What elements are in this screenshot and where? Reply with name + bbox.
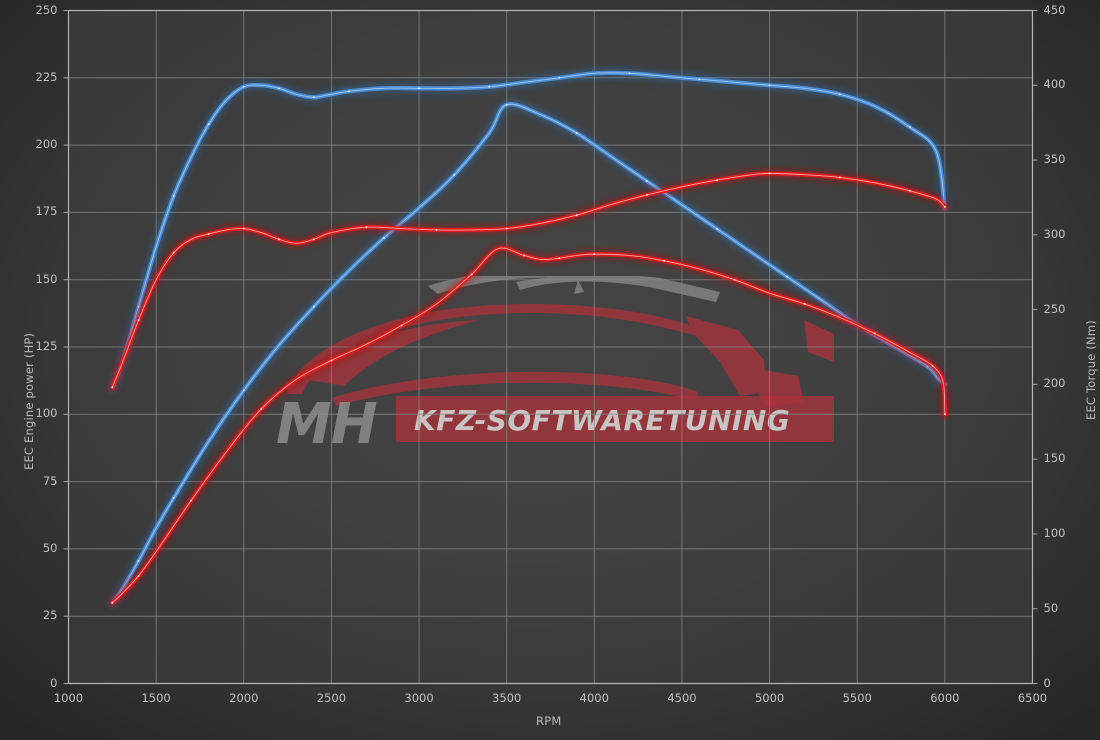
x-tick-label: 6500 [1017, 691, 1048, 705]
y-tick-label: 50 [42, 540, 58, 555]
y-tick-label: 75 [42, 473, 58, 488]
x-tick-label: 5500 [842, 691, 872, 705]
y-tick-label: 225 [35, 69, 58, 84]
y-tick-label: 25 [42, 608, 58, 623]
y-tick-label: 125 [35, 339, 58, 353]
axis-ticks [63, 10, 1038, 684]
y-tick-label: 250 [35, 2, 58, 17]
grid-lines [68, 10, 1033, 684]
x-tick-label: 3500 [492, 691, 522, 705]
y2-tick-label: 300 [1043, 226, 1066, 241]
series-power [108, 169, 950, 392]
y-axis-label: EEC Engine power (HP) [22, 332, 36, 470]
x-tick-label: 1500 [141, 691, 171, 705]
series-power [108, 243, 950, 607]
y2-tick-label: 400 [1043, 77, 1066, 92]
y2-tick-label: 150 [1043, 451, 1066, 466]
x-axis-label: RPM [536, 714, 562, 728]
y2-tick-label: 100 [1043, 525, 1066, 540]
y-tick-label: 150 [35, 271, 58, 286]
x-tick-label: 2500 [316, 691, 347, 705]
x-tick-label: 4000 [579, 691, 609, 705]
y2-tick-label: 200 [1043, 376, 1066, 391]
y-tick-label: 100 [35, 406, 58, 421]
y2-tick-label: 250 [1043, 301, 1066, 316]
y2-tick-label: 50 [1043, 600, 1059, 615]
y2-tick-label: 0 [1043, 675, 1051, 690]
y-tick-label: 200 [35, 137, 58, 152]
y2-tick-label: 350 [1043, 152, 1066, 167]
series-curves [108, 68, 950, 607]
y-tick-label: 0 [50, 675, 58, 690]
x-tick-label: 6000 [930, 691, 960, 705]
x-tick-label: 2000 [229, 691, 259, 705]
y2-axis-label: EEC Torque (Nm) [1084, 320, 1098, 420]
y-tick-label: 175 [35, 204, 58, 219]
y2-tick-label: 450 [1043, 2, 1066, 17]
x-tick-label: 5000 [754, 691, 785, 705]
series-torque [108, 68, 950, 392]
x-tick-label: 1000 [53, 691, 84, 705]
x-tick-label: 3000 [404, 691, 434, 705]
x-tick-label: 4500 [667, 691, 697, 705]
